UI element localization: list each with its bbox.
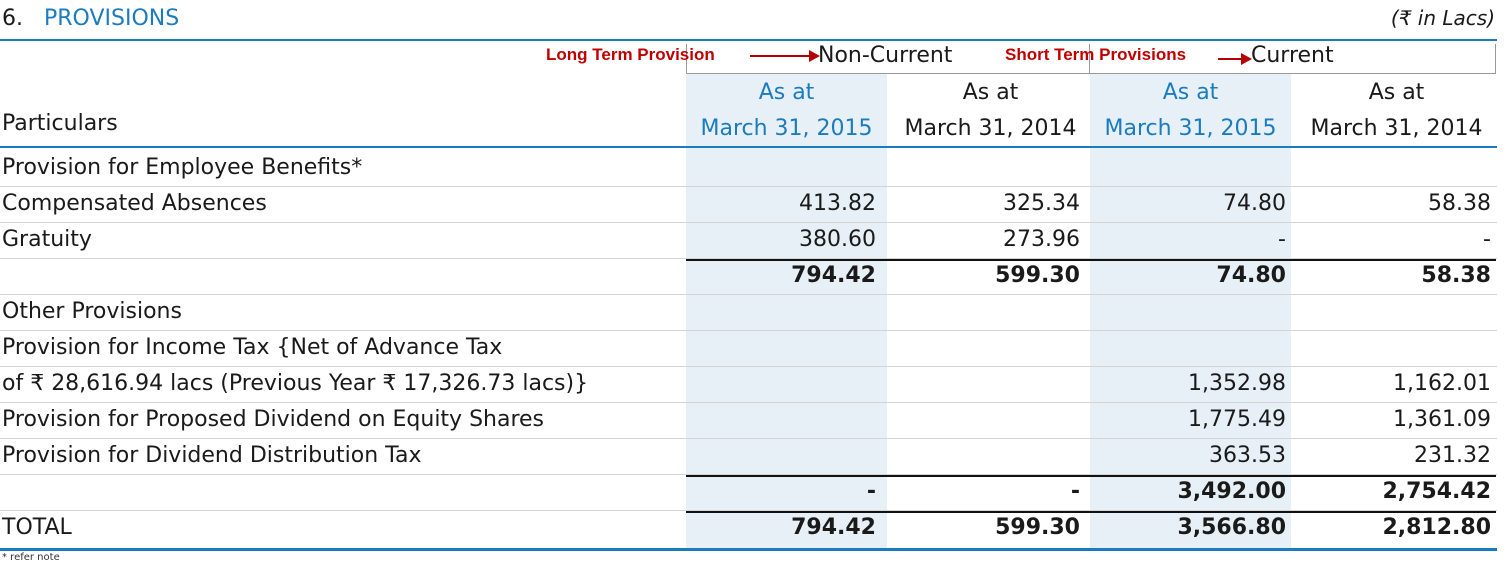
header-rule <box>0 39 1497 41</box>
row-value: 363.53 <box>1209 443 1286 468</box>
row-label: Gratuity <box>2 227 92 252</box>
table-row: Gratuity 380.60 273.96 - - <box>0 223 1497 259</box>
group-divider <box>686 44 687 74</box>
table-row: Provision for Dividend Distribution Tax 3… <box>0 439 1497 475</box>
col-date: March 31, 2015 <box>700 116 873 141</box>
row-value: 3,566.80 <box>1177 515 1286 540</box>
row-value: 380.60 <box>799 227 876 252</box>
row-value: 2,754.42 <box>1382 479 1491 504</box>
row-value: 1,775.49 <box>1188 407 1286 432</box>
annotation-arrow <box>750 50 820 62</box>
row-value: 794.42 <box>791 263 876 288</box>
col-asat: As at <box>1162 80 1219 105</box>
col-asat: As at <box>962 80 1019 105</box>
highlight-column-current-2015 <box>1090 74 1291 550</box>
table-row: Provision for Proposed Dividend on Equit… <box>0 403 1497 439</box>
section-title: PROVISIONS <box>44 6 180 31</box>
table-row: Provision for Income Tax {Net of Advance… <box>0 331 1497 367</box>
row-divider <box>0 186 1497 187</box>
section-number: 6. <box>2 6 23 31</box>
row-value: 74.80 <box>1216 263 1286 288</box>
row-value: - <box>1070 479 1080 504</box>
row-label: Provision for Proposed Dividend on Equit… <box>2 407 545 432</box>
units-note: (₹ in Lacs) <box>1390 6 1495 30</box>
row-label: of ₹ 28,616.94 lacs (Previous Year ₹ 17,… <box>2 371 589 396</box>
col-date: March 31, 2015 <box>1104 116 1277 141</box>
subtotal-line <box>686 475 1496 477</box>
row-value: 1,162.01 <box>1393 371 1491 396</box>
total-row: TOTAL 794.42 599.30 3,566.80 2,812.80 <box>0 511 1497 547</box>
group-underline <box>686 73 1496 74</box>
table-row: of ₹ 28,616.94 lacs (Previous Year ₹ 17,… <box>0 367 1497 403</box>
table-row: Compensated Absences 413.82 325.34 74.80 58.… <box>0 187 1497 223</box>
subtotal-line <box>686 259 1496 261</box>
row-value: 2,812.80 <box>1382 515 1491 540</box>
subtotal-row: - - 3,492.00 2,754.42 <box>0 475 1497 511</box>
row-divider <box>0 330 1497 331</box>
row-value: 599.30 <box>995 515 1080 540</box>
row-value: 599.30 <box>995 263 1080 288</box>
table-bottom-rule <box>0 548 1497 551</box>
table-row: Other Provisions <box>0 295 1497 331</box>
section-header: 6. PROVISIONS (₹ in Lacs) <box>0 6 1497 36</box>
col-asat: As at <box>758 80 815 105</box>
long-term-annotation: Long Term Provision <box>546 45 715 64</box>
subtotal-row: 794.42 599.30 74.80 58.38 <box>0 259 1497 295</box>
row-value: 325.34 <box>1003 191 1080 216</box>
highlight-column-noncurrent-2015 <box>686 74 887 550</box>
subtotal-line <box>686 511 1496 513</box>
row-value: 231.32 <box>1414 443 1491 468</box>
row-value: 3,492.00 <box>1177 479 1286 504</box>
footnote: * refer note <box>2 552 60 563</box>
short-term-annotation: Short Term Provisions <box>1005 45 1187 64</box>
row-value: 273.96 <box>1003 227 1080 252</box>
row-divider <box>0 294 1497 295</box>
col-date: March 31, 2014 <box>904 116 1077 141</box>
row-divider <box>0 402 1497 403</box>
particulars-header: Particulars <box>2 111 118 136</box>
row-label: Provision for Dividend Distribution Tax <box>2 443 422 468</box>
group-noncurrent: Non-Current <box>818 43 953 68</box>
annotation-arrow <box>1218 53 1252 65</box>
row-value: 794.42 <box>791 515 876 540</box>
row-divider <box>0 510 1497 511</box>
row-value: - <box>866 479 876 504</box>
row-value: 58.38 <box>1428 191 1491 216</box>
row-label: Provision for Income Tax {Net of Advance… <box>2 335 503 360</box>
row-label: Provision for Employee Benefits* <box>2 155 363 180</box>
row-divider <box>0 366 1497 367</box>
row-value: - <box>1483 227 1491 252</box>
row-label: Compensated Absences <box>2 191 267 216</box>
column-header-rule <box>0 146 1497 148</box>
row-value: 74.80 <box>1223 191 1286 216</box>
group-divider <box>1495 44 1496 74</box>
col-asat: As at <box>1368 80 1425 105</box>
row-value: 413.82 <box>799 191 876 216</box>
row-value: 1,361.09 <box>1393 407 1491 432</box>
row-divider <box>0 474 1497 475</box>
row-value: 58.38 <box>1421 263 1491 288</box>
row-divider <box>0 222 1497 223</box>
row-value: - <box>1278 227 1286 252</box>
row-value: 1,352.98 <box>1188 371 1286 396</box>
col-date: March 31, 2014 <box>1310 116 1483 141</box>
table-row: Provision for Employee Benefits* <box>0 151 1497 187</box>
group-divider <box>1089 44 1090 74</box>
row-divider <box>0 258 1497 259</box>
row-label: TOTAL <box>2 515 72 540</box>
row-divider <box>0 438 1497 439</box>
group-current: Current <box>1251 43 1334 68</box>
row-label: Other Provisions <box>2 299 182 324</box>
